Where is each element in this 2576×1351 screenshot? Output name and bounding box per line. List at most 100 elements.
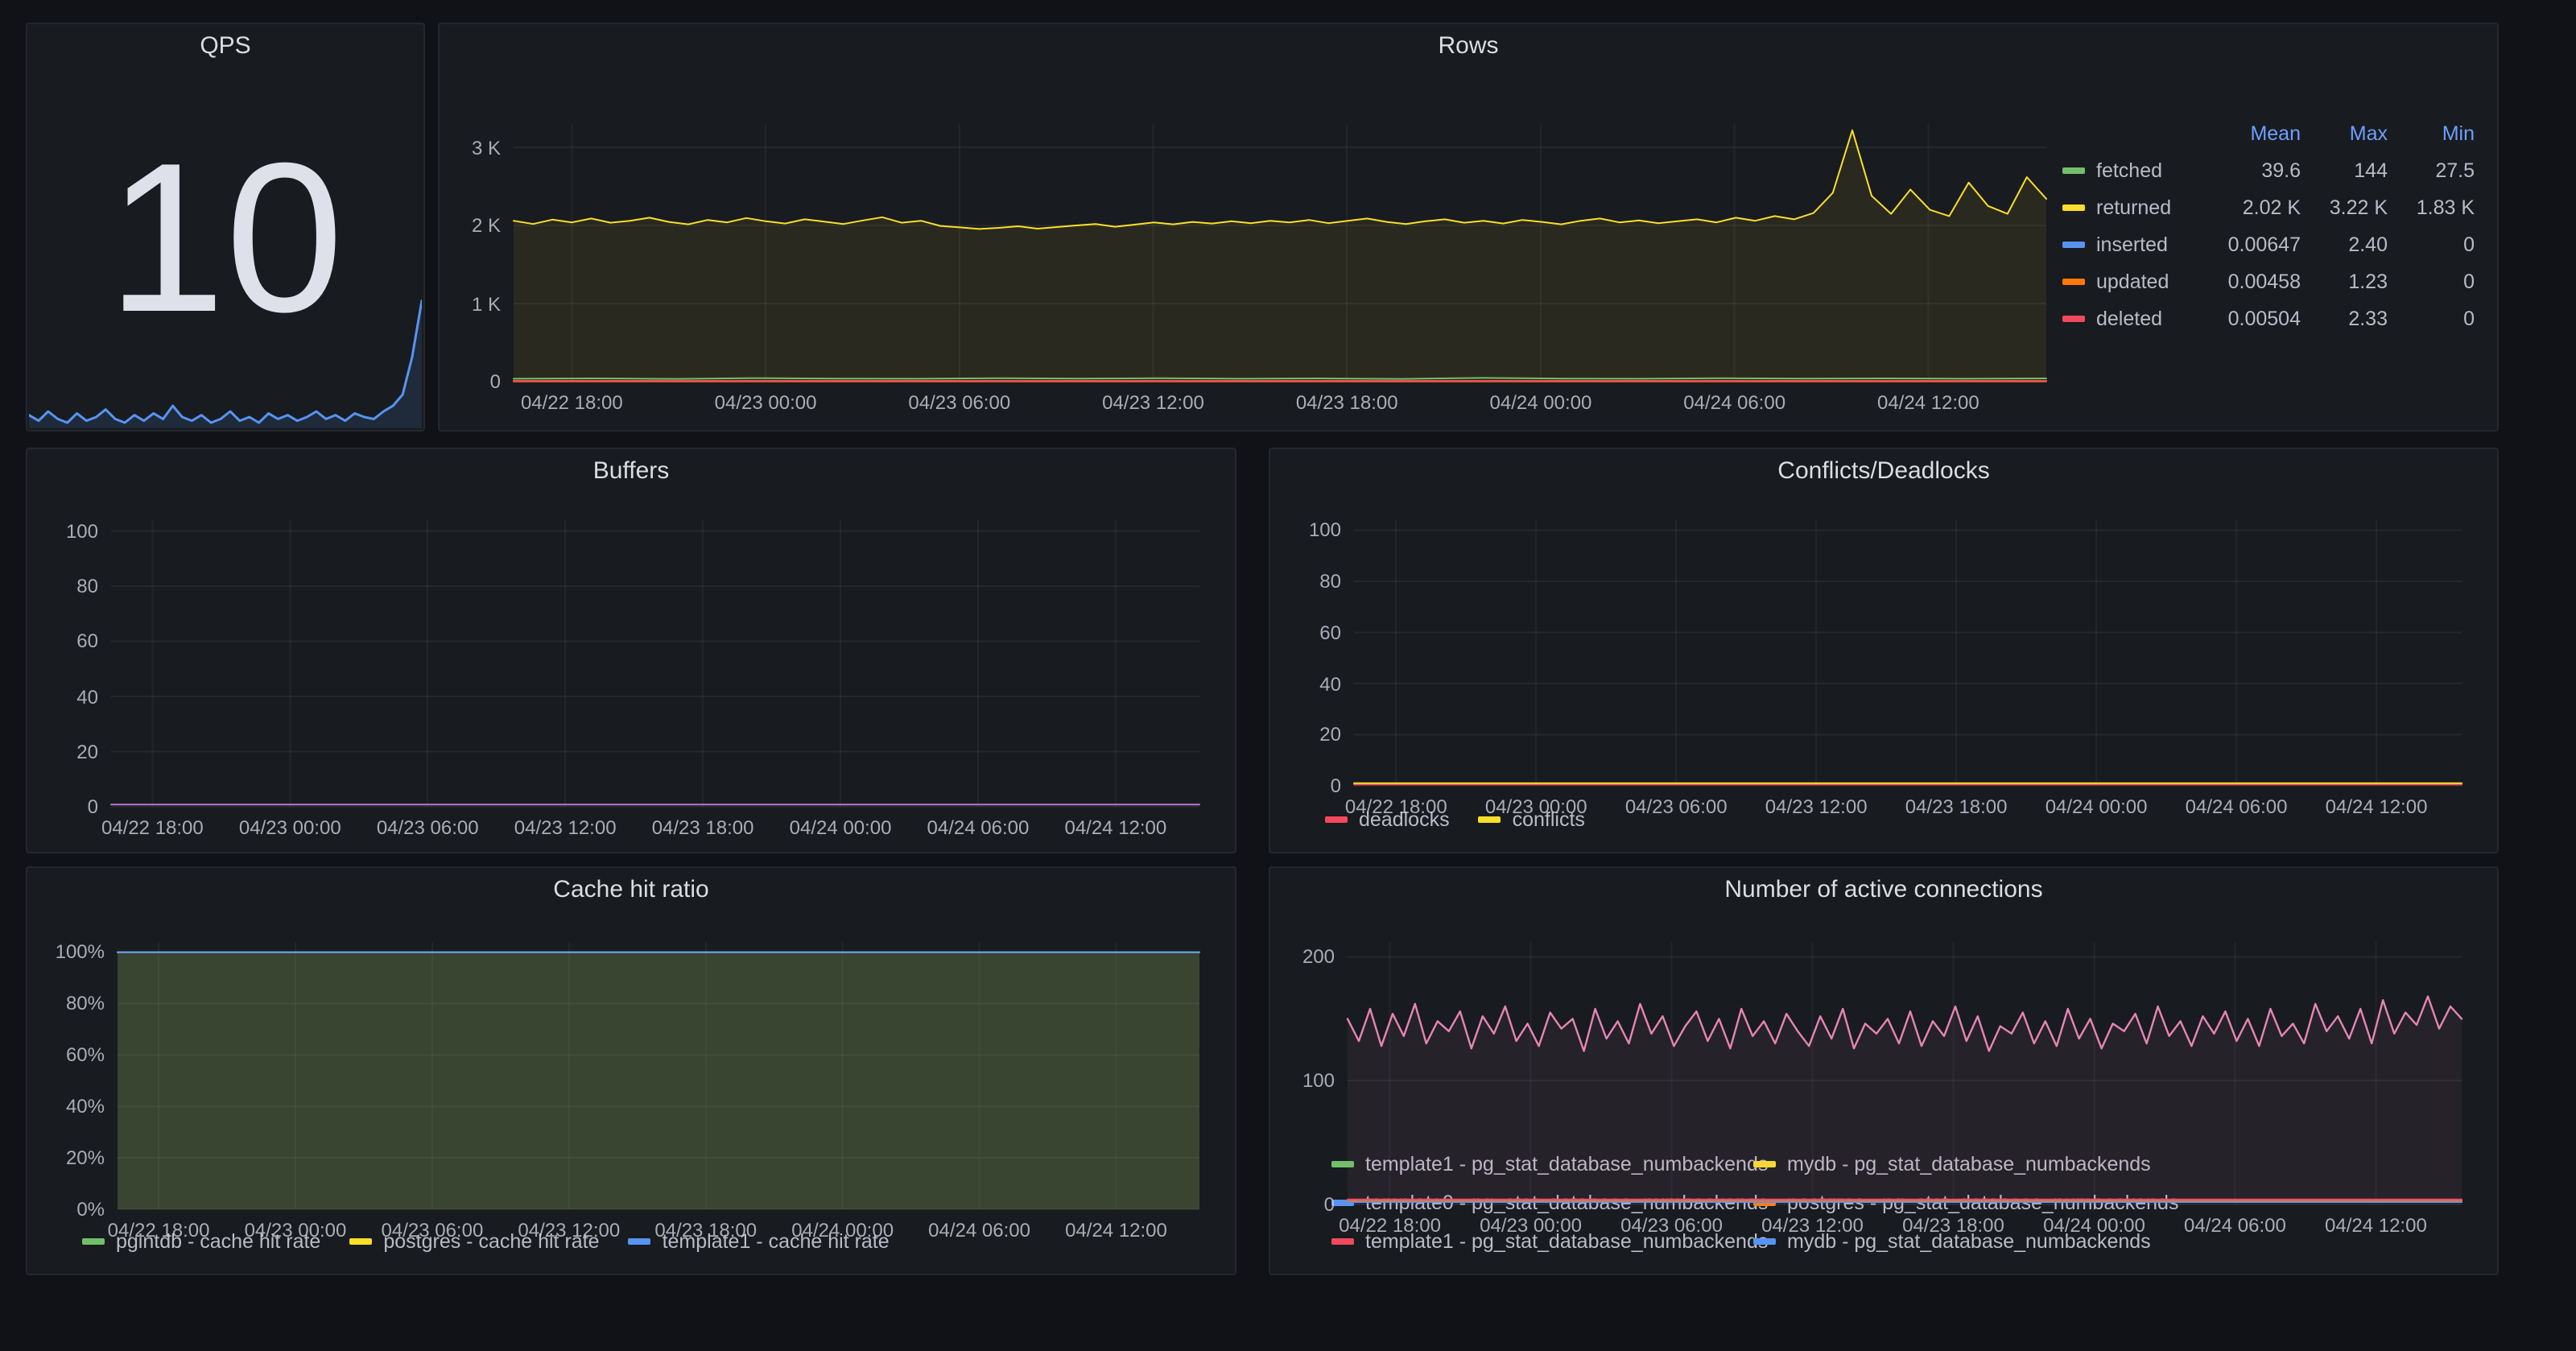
- legend-sort-max[interactable]: Max: [2349, 122, 2388, 144]
- panel-rows-header: Rows: [440, 24, 2497, 66]
- x-tick: 04/24 12:00: [2325, 795, 2428, 818]
- panel-conns-body: 0 100 200 04/22 18:00 04/23 00:00 04/23 06:00…: [1270, 910, 2497, 1270]
- legend-value: 1.23: [2348, 270, 2388, 292]
- legend-sort-min[interactable]: Min: [2442, 122, 2475, 144]
- legend-item[interactable]: returned: [2062, 196, 2214, 218]
- panel-active-connections: Number of active connections 0 100 200 04/2…: [1269, 866, 2499, 1275]
- rows-plot: [513, 124, 2047, 382]
- legend-value: 39.6: [2261, 159, 2301, 181]
- legend-item[interactable]: deleted: [2062, 307, 2214, 329]
- legend-label: fetched: [2096, 159, 2163, 181]
- panel-cache-body: 0% 20% 40% 60% 80% 100% 04/22 18:00 04/23 00:00…: [27, 910, 1235, 1270]
- panel-qps-title[interactable]: QPS: [200, 31, 251, 59]
- series-color-dash: [2062, 315, 2085, 321]
- legend-item[interactable]: postgres - cache hit rate: [349, 1224, 600, 1258]
- legend-label: mydb - pg_stat_database_numbackends: [1787, 1229, 2151, 1252]
- panel-qps: QPS 10: [26, 23, 425, 432]
- x-tick: 04/23 06:00: [376, 816, 479, 839]
- panel-buffers-body: 0 20 40 60 80 100 04/22 18:00 04/23 00:00 04/23 …: [27, 491, 1235, 849]
- legend-item[interactable]: pgintdb - cache hit rate: [82, 1224, 320, 1258]
- series-color-dash: [1331, 1199, 1354, 1205]
- buffers-chart[interactable]: 0 20 40 60 80 100 04/22 18:00 04/23 00:00 04/23 …: [40, 491, 1222, 849]
- y-tick: 0%: [76, 1198, 105, 1221]
- legend-table-header: Mean Max Min: [2062, 114, 2475, 151]
- legend-label: deadlocks: [1359, 808, 1450, 830]
- y-tick: 60: [76, 630, 98, 653]
- x-tick: 04/23 18:00: [1905, 795, 2008, 818]
- legend-label: returned: [2096, 196, 2172, 218]
- legend-table-row: returned 2.02 K 3.22 K 1.83 K: [2062, 188, 2475, 225]
- legend-label: template1 - cache hit rate: [662, 1229, 890, 1252]
- y-tick: 2 K: [471, 214, 501, 238]
- legend-item[interactable]: mydb - pg_stat_database_numbackends: [1753, 1224, 2484, 1258]
- conflicts-chart[interactable]: 0 20 40 60 80 100 04/22 18:00 04/23 00:00 04/23 …: [1283, 491, 2484, 818]
- conns-chart[interactable]: 0 100 200 04/22 18:00 04/23 00:00 04/23 06:00…: [1283, 910, 2484, 1237]
- x-tick: 04/24 00:00: [2045, 795, 2148, 818]
- legend-item[interactable]: fetched: [2062, 159, 2214, 181]
- series-color-dash: [1331, 1237, 1354, 1244]
- conns-plot: [1346, 942, 2463, 1205]
- legend-label: conflicts: [1512, 808, 1585, 830]
- panel-buffers-header: Buffers: [27, 449, 1235, 491]
- legend-label: template1 - pg_stat_database_numbackends: [1365, 1229, 1769, 1252]
- x-tick: 04/23 12:00: [1102, 391, 1204, 414]
- series-color-dash: [1331, 1160, 1354, 1167]
- x-tick: 04/22 18:00: [520, 391, 623, 414]
- panel-cache-title[interactable]: Cache hit ratio: [553, 875, 709, 903]
- panel-conflicts-title[interactable]: Conflicts/Deadlocks: [1777, 457, 1990, 484]
- panel-rows-title[interactable]: Rows: [1438, 31, 1499, 59]
- series-color-dash: [2062, 204, 2085, 210]
- legend-value: 27.5: [2435, 159, 2475, 181]
- legend-item[interactable]: mydb - pg_stat_database_numbackends: [1753, 1146, 2484, 1180]
- x-tick: 04/23 12:00: [1761, 1214, 1864, 1237]
- panel-conns-title[interactable]: Number of active connections: [1724, 875, 2043, 903]
- legend-label: inserted: [2096, 233, 2168, 255]
- legend-item[interactable]: deadlocks: [1325, 802, 1450, 836]
- legend-sort-mean[interactable]: Mean: [2250, 122, 2301, 144]
- legend-item[interactable]: conflicts: [1478, 802, 1585, 836]
- x-tick: 04/24 12:00: [1064, 816, 1167, 839]
- legend-item[interactable]: inserted: [2062, 233, 2214, 255]
- panel-qps-header: QPS: [27, 24, 423, 66]
- panel-buffers: Buffers 0 20 40 60 80 100 04/22 18:00 04/23 00:…: [26, 448, 1236, 853]
- legend-label: deleted: [2096, 307, 2163, 329]
- y-tick: 3 K: [471, 136, 501, 159]
- x-tick: 04/23 18:00: [1295, 391, 1398, 414]
- legend-value: 2.33: [2348, 307, 2388, 329]
- legend-value: 0: [2463, 270, 2475, 292]
- x-tick: 04/22 18:00: [107, 1219, 210, 1242]
- legend-table-row: updated 0.00458 1.23 0: [2062, 262, 2475, 300]
- rows-legend-table: Mean Max Min fetched 39.6 144 27.5 returned 2.02…: [2062, 66, 2497, 427]
- legend-label: template1 - pg_stat_database_numbackends: [1365, 1152, 1768, 1175]
- y-tick: 20: [76, 740, 98, 763]
- legend-item[interactable]: template1 - pg_stat_database_numbackends: [1331, 1224, 1768, 1258]
- series-color-dash: [2062, 167, 2085, 173]
- x-tick: 04/23 06:00: [908, 391, 1011, 414]
- x-tick: 04/22 18:00: [101, 816, 204, 839]
- y-tick: 40: [1319, 672, 1341, 696]
- legend-item[interactable]: template1 - cache hit rate: [628, 1224, 890, 1258]
- rows-chart[interactable]: 0 1 K 2 K 3 K 04/22 18:00 04/23 00:00 04/23 06…: [452, 66, 2062, 427]
- panel-conflicts-header: Conflicts/Deadlocks: [1270, 449, 2497, 491]
- legend-value: 0.00647: [2227, 233, 2301, 255]
- legend-value: 2.40: [2348, 233, 2388, 255]
- x-tick: 04/24 06:00: [928, 1219, 1030, 1242]
- conflicts-plot: [1353, 520, 2462, 787]
- legend-table-row: deleted 0.00504 2.33 0: [2062, 300, 2475, 337]
- buffers-plot: [110, 520, 1200, 808]
- y-tick: 100: [1302, 1069, 1335, 1093]
- series-color-dash: [1478, 816, 1501, 822]
- legend-item[interactable]: updated: [2062, 270, 2214, 292]
- legend-label: postgres - cache hit rate: [383, 1229, 600, 1252]
- panel-buffers-title[interactable]: Buffers: [592, 457, 670, 484]
- x-tick: 04/23 00:00: [244, 1219, 347, 1242]
- series-color-dash: [628, 1237, 651, 1244]
- y-tick: 80: [76, 575, 98, 598]
- y-tick: 0: [489, 370, 501, 393]
- cache-chart[interactable]: 0% 20% 40% 60% 80% 100% 04/22 18:00 04/23 00:00…: [40, 910, 1222, 1242]
- x-tick: 04/23 18:00: [651, 816, 754, 839]
- legend-item[interactable]: template1 - pg_stat_database_numbackends: [1331, 1146, 1768, 1180]
- y-tick: 20: [1319, 723, 1341, 746]
- series-color-dash: [2062, 241, 2085, 247]
- x-tick: 04/24 06:00: [2185, 795, 2288, 818]
